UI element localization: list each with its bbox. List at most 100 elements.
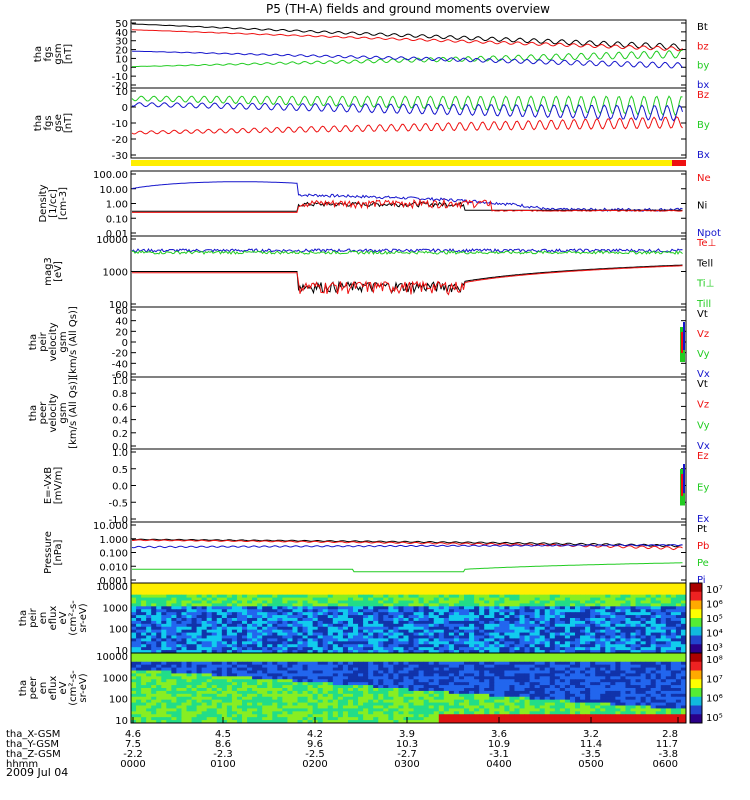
spectrogram-cell [575,658,581,663]
spectrogram-cell [554,705,561,709]
spectrogram-cell [448,641,455,645]
spectrogram-cell [146,682,152,686]
spectrogram-cell [317,623,324,628]
spectrogram-cell [307,696,314,701]
spectrogram-cell [675,609,682,613]
spectrogram-cell [206,688,213,692]
spectrogram-cell [660,623,667,628]
spectrogram-cell [267,583,273,587]
spectrogram-cell [585,673,591,677]
spectrogram-cell [514,623,520,628]
spectrogram-cell [226,676,233,680]
spectrogram-cell [559,647,566,651]
spectrogram-cell [398,597,404,601]
spectrogram-cell [347,585,354,590]
spectrogram-cell [625,632,631,636]
spectrogram-cell [675,679,682,683]
spectrogram-cell [423,641,430,645]
spectrogram-cell [423,629,430,634]
spectrogram-cell [216,583,223,587]
colorbar-tick-label: 10³ [706,643,723,654]
spectrogram-cell [211,705,218,709]
spectrogram-cell [428,647,435,651]
spectrogram-cell [585,702,591,706]
spectrogram-cell [242,641,248,645]
spectrogram-cell [161,597,167,601]
spectrogram-cell [221,632,228,636]
spectrogram-cell [181,588,187,593]
spectrogram-cell [590,699,596,704]
spectrogram-cell [650,600,657,604]
spectrogram-cell [231,705,238,709]
spectrogram-cell [262,647,268,651]
spectrogram-cell [554,667,561,671]
spectrogram-cell [605,641,611,645]
panel-frame [130,170,687,237]
spectrogram-cell [297,583,304,587]
spectrogram-cell [580,641,586,645]
spectrogram-cell [393,638,399,642]
spectrogram-cell [358,612,364,616]
spectrogram-cell [479,585,485,590]
spectrogram-cell [514,676,520,680]
spectrogram-cell [585,696,591,701]
spectrogram-cell [564,650,571,654]
spectrogram-cell [680,664,687,669]
spectrogram-cell [544,623,551,628]
spectrogram-cell [353,618,359,622]
spectrogram-cell [595,676,601,680]
y-tick-label: 1000 [103,673,128,684]
spectrogram-cell [499,600,505,604]
spectrogram-cell [257,655,263,660]
spectrogram-cell [383,705,389,709]
spectrogram-cell [499,661,505,666]
spectrogram-cell [519,629,526,634]
spectrogram-cell [433,682,440,686]
spectrogram-cell [630,632,637,636]
spectrogram-cell [620,638,626,642]
spectrogram-cell [312,606,319,610]
spectrogram-cell [166,623,172,628]
spectrogram-cell [322,682,329,686]
spectrogram-cell [211,679,218,683]
spectrogram-cell [479,679,485,683]
spectrogram-cell [605,632,611,636]
spectrogram-cell [166,696,172,701]
spectrogram-cell [610,653,616,657]
spectrogram-cell [181,591,187,596]
spectrogram-cell [635,583,642,587]
spectrogram-cell [625,609,631,613]
spectrogram-cell [332,620,339,625]
spectrogram-cell [554,690,561,695]
spectrogram-cell [398,641,404,645]
spectrogram-cell [277,685,283,689]
spectrogram-cell [549,609,556,613]
spectrogram-cell [171,647,177,651]
spectrogram-cell [499,650,505,654]
spectrogram-cell [564,661,571,666]
spectrogram-cell [655,585,662,590]
spectrogram-cell [368,685,374,689]
spectrogram-cell [509,585,515,590]
spectrogram-cell [458,583,465,587]
spectrogram-cell [575,682,581,686]
spectrogram-cell [464,618,470,622]
spectrogram-cell [277,655,283,660]
spectrogram-cell [625,670,631,674]
spectrogram-cell [484,685,490,689]
spectrogram-cell [368,618,374,622]
spectrogram-cell [544,693,551,698]
spectrogram-cell [363,632,369,636]
spectrogram-cell [408,612,415,616]
spectrogram-cell [559,702,566,706]
spectrogram-cell [302,682,309,686]
spectrogram-cell [363,609,369,613]
spectrogram-cell [171,658,177,663]
spectrogram-cell [479,647,485,651]
spectrogram-cell [443,615,450,619]
spectrogram-cell [252,597,258,601]
spectrogram-cell [257,664,263,669]
spectrogram-cell [262,705,268,709]
spectrogram-cell [665,615,672,619]
spectrogram-cell [221,670,228,674]
